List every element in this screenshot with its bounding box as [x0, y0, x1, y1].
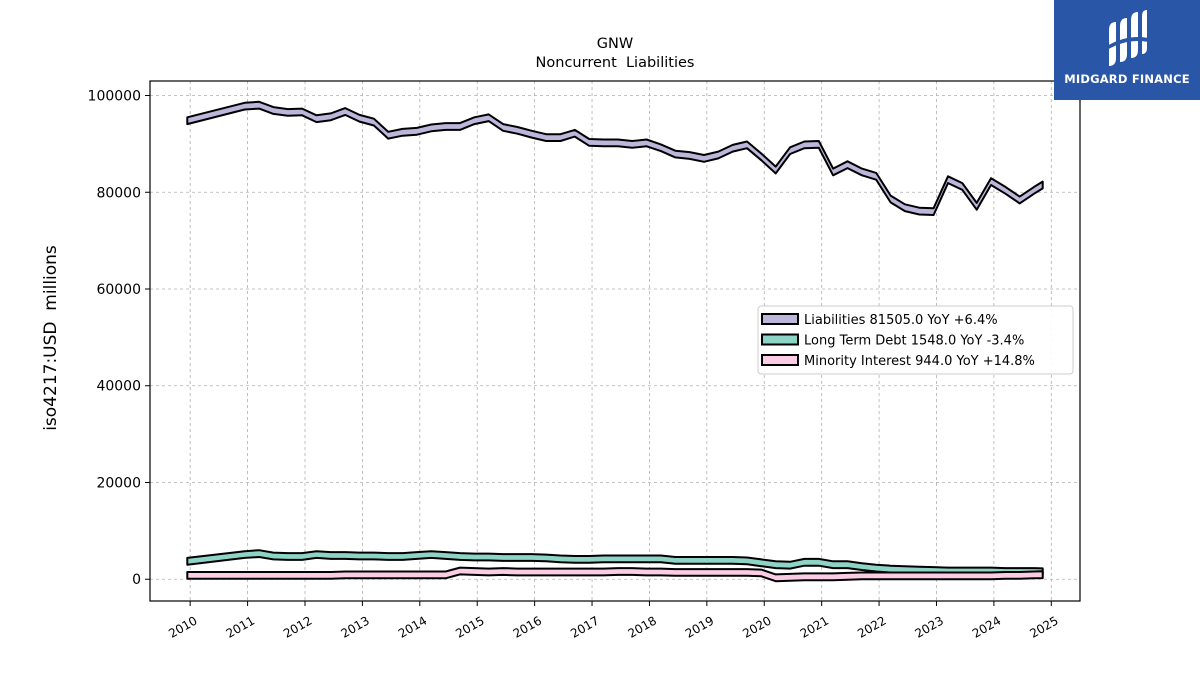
x-tick-label: 2023 — [913, 613, 946, 640]
x-axis: 2010 2011 2012 2013 2014 2015 2016 2017 2018 2019… — [166, 601, 1061, 641]
series-band-2 — [186, 566, 1044, 583]
x-tick-label: 2012 — [281, 613, 314, 640]
y-tick-label: 0 — [132, 572, 141, 588]
legend-label: Minority Interest 944.0 YoY +14.8% — [804, 354, 1035, 369]
x-tick-label: 2013 — [338, 613, 371, 640]
legend-swatch — [761, 333, 799, 346]
brand-logo: MIDGARD FINANCE — [1054, 0, 1200, 100]
x-tick-label: 2014 — [396, 613, 429, 640]
x-tick-label: 2015 — [453, 613, 486, 640]
legend: Liabilities 81505.0 YoY +6.4% Long Term D… — [757, 305, 1074, 375]
x-tick-label: 2017 — [568, 613, 601, 640]
y-tick-label: 40000 — [96, 379, 141, 395]
x-tick-label: 2021 — [798, 613, 831, 640]
x-tick-label: 2025 — [1027, 613, 1060, 640]
x-tick-label: 2019 — [683, 613, 716, 640]
y-tick-label: 60000 — [96, 282, 141, 298]
legend-box — [757, 305, 1074, 375]
series-layer — [186, 100, 1044, 583]
x-tick-label: 2016 — [511, 613, 544, 640]
x-tick-label: 2010 — [166, 613, 199, 640]
x-tick-label: 2024 — [970, 613, 1003, 640]
chart-subtitle: Noncurrent Liabilities — [536, 55, 695, 71]
x-tick-label: 2011 — [224, 613, 257, 640]
legend-swatch — [761, 313, 799, 325]
x-tick-label: 2018 — [625, 613, 658, 640]
y-tick-label: 20000 — [96, 475, 141, 491]
legend-label: Liabilities 81505.0 YoY +6.4% — [804, 313, 998, 328]
plot-frame — [149, 80, 1081, 602]
x-tick-label: 2020 — [740, 613, 773, 640]
x-tick-label: 2022 — [855, 613, 888, 640]
legend-swatch — [761, 354, 799, 366]
y-tick-label: 100000 — [88, 89, 141, 105]
y-axis: 0 20000 40000 60000 80000 100000 — [88, 89, 150, 588]
brand-name: MIDGARD FINANCE — [1064, 72, 1190, 86]
y-tick-label: 80000 — [96, 185, 141, 201]
y-axis-label: iso4217:USD millions — [41, 245, 61, 431]
legend-label: Long Term Debt 1548.0 YoY -3.4% — [804, 334, 1024, 349]
series-band-0 — [186, 100, 1044, 216]
midgard-logo-icon — [1107, 10, 1149, 66]
chart-title: GNW — [597, 36, 633, 52]
